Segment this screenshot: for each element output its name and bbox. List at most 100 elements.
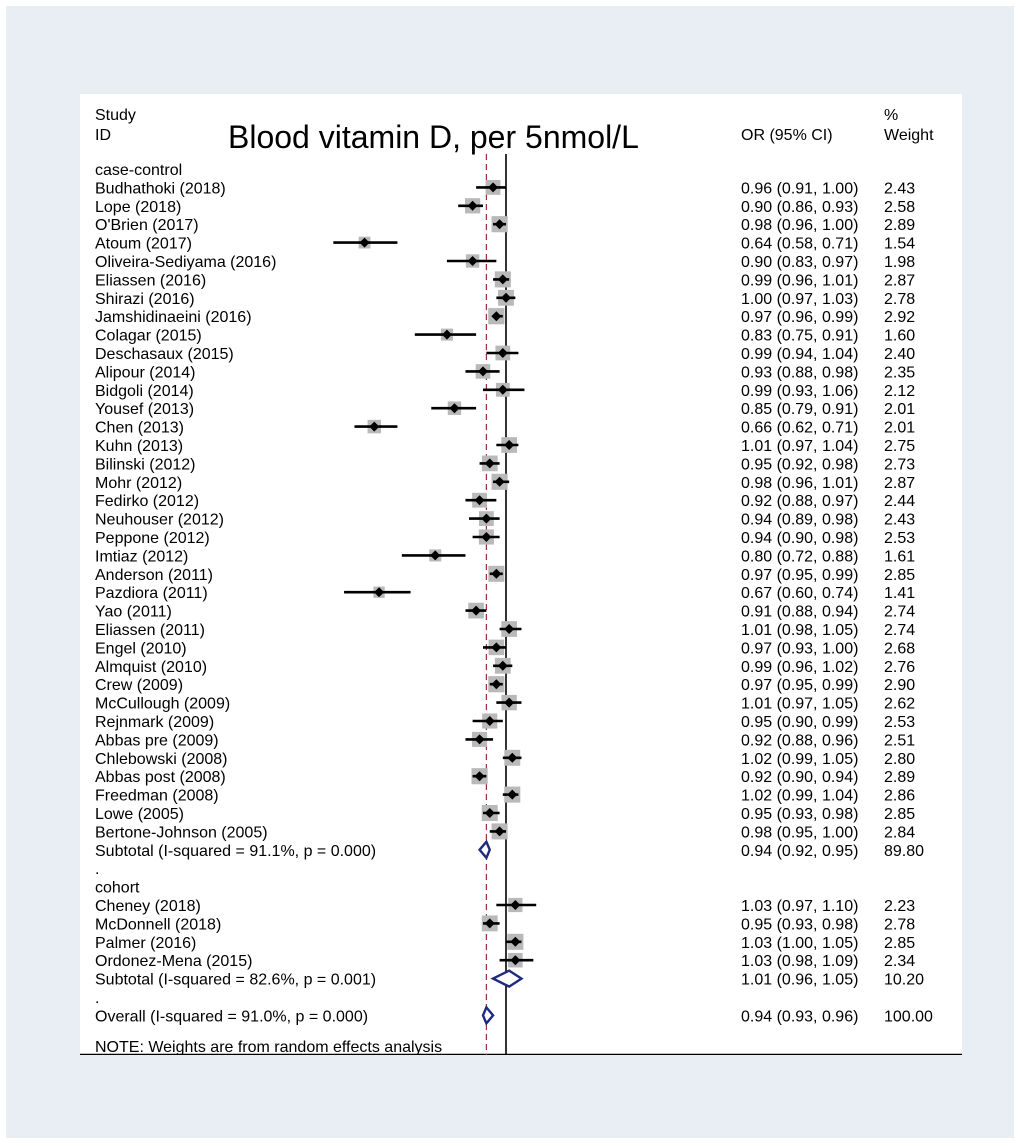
point-estimate-marker bbox=[497, 274, 508, 285]
or-ci-value: 1.02 (0.99, 1.05) bbox=[741, 751, 858, 768]
spacer-dot: . bbox=[95, 861, 99, 878]
weight-value: 2.90 bbox=[884, 677, 915, 694]
row-label: Engel (2010) bbox=[95, 640, 187, 657]
weight-value: 2.85 bbox=[884, 935, 915, 952]
point-estimate-marker bbox=[494, 476, 505, 487]
point-estimate-marker bbox=[484, 716, 495, 726]
study-header-line2: ID bbox=[95, 127, 111, 144]
row-label: Oliveira-Sediyama (2016) bbox=[95, 254, 276, 271]
weight-value: 2.53 bbox=[884, 530, 915, 547]
or-ci-value: 0.67 (0.60, 0.74) bbox=[741, 585, 858, 602]
row-label: Imtiaz (2012) bbox=[95, 548, 188, 565]
or-ci-value: 0.99 (0.96, 1.01) bbox=[741, 272, 858, 289]
row-label: Lope (2018) bbox=[95, 199, 181, 216]
weight-value: 2.34 bbox=[884, 953, 915, 970]
row-label: Bidgoli (2014) bbox=[95, 383, 194, 400]
weight-value: 2.74 bbox=[884, 622, 915, 639]
weight-value: 2.78 bbox=[884, 291, 915, 308]
weight-value: 2.40 bbox=[884, 346, 915, 363]
point-estimate-marker bbox=[477, 366, 488, 377]
point-estimate-marker bbox=[471, 605, 482, 616]
weight-value: 2.85 bbox=[884, 567, 915, 584]
row-label: Yousef (2013) bbox=[95, 401, 194, 418]
point-estimate-marker bbox=[504, 697, 515, 708]
or-ci-value: 1.01 (0.98, 1.05) bbox=[741, 622, 858, 639]
point-estimate-marker bbox=[497, 348, 508, 358]
row-label: Freedman (2008) bbox=[95, 788, 219, 805]
point-estimate-marker bbox=[359, 237, 370, 248]
point-estimate-marker bbox=[484, 918, 495, 929]
point-estimate-marker bbox=[507, 789, 518, 800]
point-estimate-marker bbox=[481, 513, 492, 524]
point-estimate-marker bbox=[497, 660, 508, 671]
row-label: Palmer (2016) bbox=[95, 935, 196, 952]
overall-diamond bbox=[481, 1005, 495, 1026]
point-estimate-marker bbox=[491, 642, 502, 653]
point-estimate-marker bbox=[504, 624, 515, 634]
study-header-line1: Study bbox=[95, 107, 136, 124]
weight-value: 89.80 bbox=[884, 843, 924, 860]
point-estimate-marker bbox=[497, 384, 508, 395]
or-header: OR (95% CI) bbox=[741, 127, 833, 144]
or-ci-value: 1.00 (0.97, 1.03) bbox=[741, 291, 858, 308]
weight-value: 2.80 bbox=[884, 751, 915, 768]
row-label: Chlebowski (2008) bbox=[95, 751, 228, 768]
point-estimate-marker bbox=[474, 734, 485, 745]
weight-value: 2.51 bbox=[884, 732, 915, 749]
row-label: Jamshidinaeini (2016) bbox=[95, 309, 252, 326]
or-ci-value: 0.66 (0.62, 0.71) bbox=[741, 420, 858, 437]
or-ci-value: 0.94 (0.93, 0.96) bbox=[741, 1008, 858, 1025]
weight-value: 2.23 bbox=[884, 898, 915, 915]
weight-value: 1.61 bbox=[884, 548, 915, 565]
or-ci-value: 0.92 (0.90, 0.94) bbox=[741, 769, 858, 786]
weight-value: 1.54 bbox=[884, 236, 915, 253]
point-estimate-marker bbox=[441, 329, 452, 340]
row-label: Pazdiora (2011) bbox=[95, 585, 208, 602]
or-ci-value: 0.90 (0.83, 0.97) bbox=[741, 254, 858, 271]
weight-value: 2.62 bbox=[884, 696, 915, 713]
weight-value: 2.01 bbox=[884, 401, 915, 418]
row-label: Bilinski (2012) bbox=[95, 456, 195, 473]
row-label: O'Brien (2017) bbox=[95, 217, 199, 234]
weight-value: 2.68 bbox=[884, 640, 915, 657]
row-label: Anderson (2011) bbox=[95, 567, 213, 584]
or-ci-value: 1.01 (0.97, 1.05) bbox=[741, 696, 858, 713]
or-ci-value: 0.99 (0.93, 1.06) bbox=[741, 383, 858, 400]
or-ci-value: 0.92 (0.88, 0.97) bbox=[741, 493, 858, 510]
row-label: Colagar (2015) bbox=[95, 328, 202, 345]
point-estimate-marker bbox=[374, 587, 385, 598]
row-label: Ordonez-Mena (2015) bbox=[95, 953, 252, 970]
or-ci-value: 0.64 (0.58, 0.71) bbox=[741, 236, 858, 253]
weight-value: 2.43 bbox=[884, 180, 915, 197]
or-ci-value: 0.95 (0.92, 0.98) bbox=[741, 456, 858, 473]
weight-value: 2.78 bbox=[884, 916, 915, 933]
subtotal-diamond bbox=[490, 969, 524, 988]
point-estimate-marker bbox=[501, 292, 511, 303]
row-label: Kuhn (2013) bbox=[95, 438, 183, 455]
or-ci-value: 1.03 (0.97, 1.10) bbox=[741, 898, 858, 915]
point-estimate-marker bbox=[467, 200, 478, 211]
point-estimate-marker bbox=[467, 256, 478, 266]
weights-note: NOTE: Weights are from random effects an… bbox=[95, 1039, 442, 1055]
or-ci-value: 0.80 (0.72, 0.88) bbox=[741, 548, 858, 565]
or-ci-value: 1.02 (0.99, 1.04) bbox=[741, 788, 858, 805]
point-estimate-marker bbox=[474, 771, 485, 782]
or-ci-value: 0.97 (0.93, 1.00) bbox=[741, 640, 858, 657]
or-ci-value: 0.95 (0.93, 0.98) bbox=[741, 806, 858, 823]
or-ci-value: 1.03 (0.98, 1.09) bbox=[741, 953, 858, 970]
weight-value: 2.43 bbox=[884, 512, 915, 529]
or-ci-value: 0.95 (0.93, 0.98) bbox=[741, 916, 858, 933]
or-ci-value: 0.98 (0.96, 1.01) bbox=[741, 475, 858, 492]
or-ci-value: 0.96 (0.91, 1.00) bbox=[741, 180, 858, 197]
point-estimate-marker bbox=[481, 532, 492, 542]
or-ci-value: 0.91 (0.88, 0.94) bbox=[741, 604, 858, 621]
or-ci-value: 0.99 (0.96, 1.02) bbox=[741, 659, 858, 676]
point-estimate-marker bbox=[449, 403, 460, 414]
row-label: Bertone-Johnson (2005) bbox=[95, 824, 268, 841]
or-ci-value: 0.98 (0.96, 1.00) bbox=[741, 217, 858, 234]
point-estimate-marker bbox=[369, 421, 380, 432]
weight-value: 1.41 bbox=[884, 585, 915, 602]
row-label: Deschasaux (2015) bbox=[95, 346, 234, 363]
point-estimate-marker bbox=[491, 311, 502, 322]
or-ci-value: 0.97 (0.96, 0.99) bbox=[741, 309, 858, 326]
